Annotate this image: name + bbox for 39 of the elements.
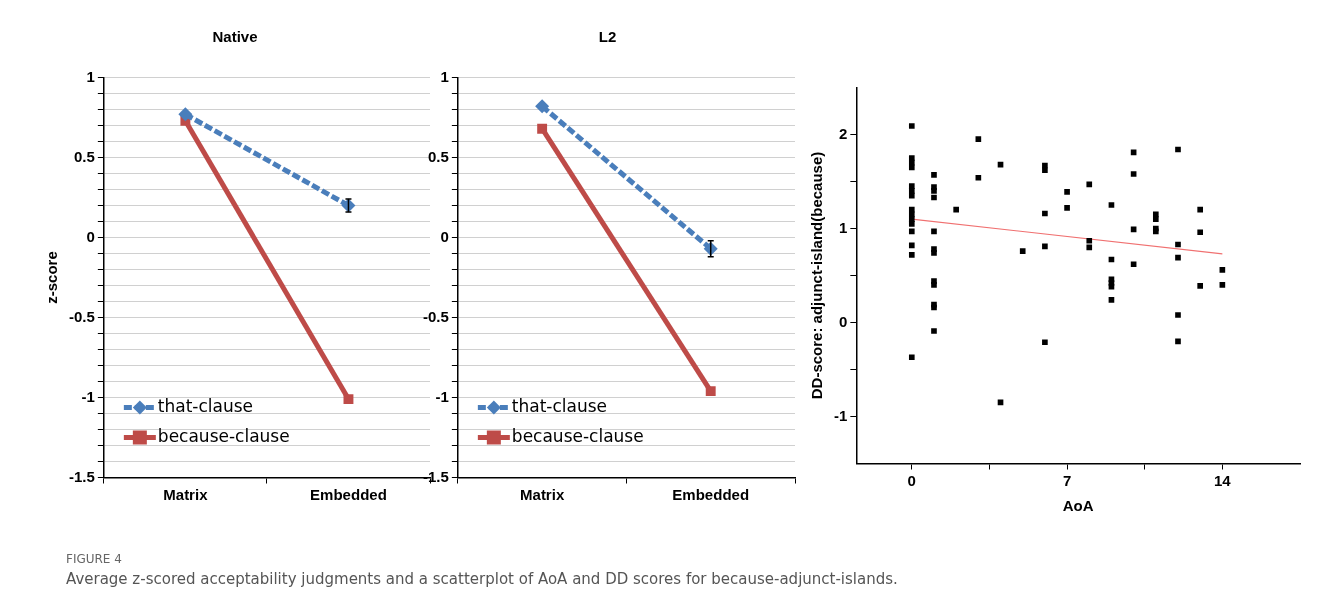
y-tick-label: -1.5	[422, 467, 449, 485]
y-tick-label: 1	[86, 67, 95, 85]
point	[535, 99, 550, 114]
point	[705, 386, 716, 397]
y-tick-label: 0.5	[427, 147, 449, 165]
y-tick-label: 0	[86, 227, 95, 245]
y-tick-label: -1	[833, 406, 848, 424]
x-tick-label: Embedded	[672, 485, 750, 503]
y-tick-label: -0.5	[68, 307, 95, 325]
y-tick-label: -1.5	[68, 467, 95, 485]
legend-label: because-clause	[511, 425, 644, 446]
x-tick-label: Matrix	[163, 485, 209, 503]
y-tick-label: -1	[81, 387, 95, 405]
chart-title: Native	[212, 28, 258, 46]
y-axis-title: z-score	[43, 251, 61, 304]
x-tick-label: Matrix	[520, 485, 565, 503]
y-tick-label: 1	[440, 67, 449, 85]
y-axis-title: DD-score: adjunct-island(because)	[808, 151, 826, 400]
y-tick-label: 0.5	[73, 147, 95, 165]
x-tick-label: 14	[1214, 471, 1232, 489]
caption: FIGURE 4	[66, 552, 123, 566]
legend-label: that-clause	[157, 395, 254, 416]
y-tick-label: 0	[440, 227, 449, 245]
x-tick-label: Embedded	[310, 485, 387, 503]
chart-title: L2	[598, 28, 617, 46]
text: Average z-scored acceptability judgments and a scatterplot of AoA and DD scores for because-adjunct-islands.	[66, 570, 898, 588]
x-tick-label: 0	[907, 471, 916, 489]
y-tick-label: 2	[838, 124, 848, 142]
point	[343, 394, 354, 405]
x-axis-title: AoA	[1062, 496, 1094, 514]
point	[537, 123, 548, 134]
y-tick-label: 1	[838, 218, 848, 236]
legend-label: that-clause	[511, 395, 608, 416]
point	[178, 107, 193, 122]
legend-label: because-clause	[157, 425, 290, 446]
y-tick-label: -1	[435, 387, 449, 405]
y-tick-label: 0	[838, 312, 848, 330]
y-tick-label: -0.5	[422, 307, 449, 325]
x-tick-label: 7	[1062, 471, 1072, 489]
